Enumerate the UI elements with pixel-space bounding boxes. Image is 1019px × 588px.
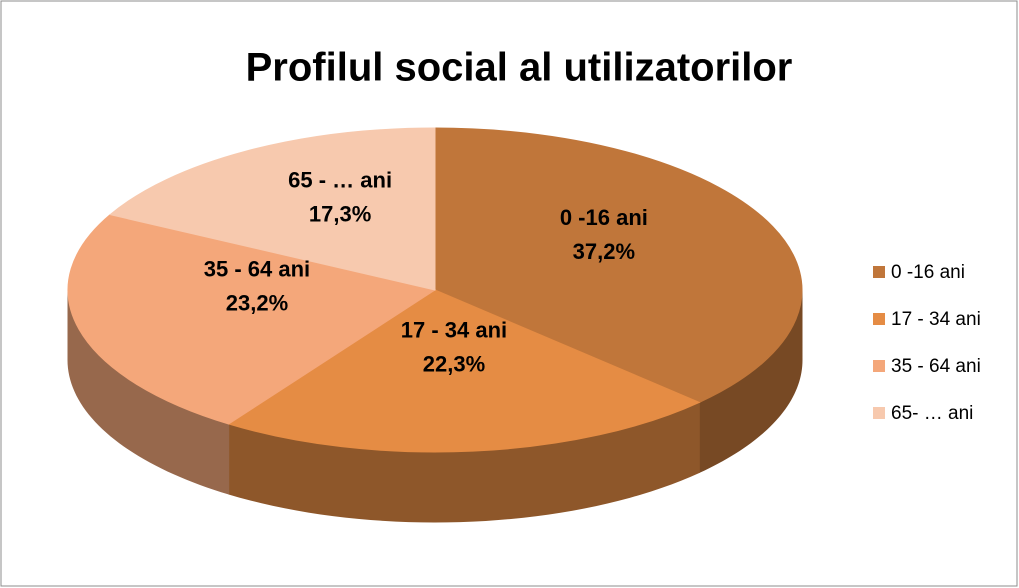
legend-label: 0 -16 ani bbox=[891, 262, 965, 283]
slice bbox=[109, 127, 436, 291]
data-label-value: 37,2% bbox=[573, 239, 635, 264]
legend-swatch bbox=[873, 360, 885, 372]
data-label-name: 17 - 34 ani bbox=[401, 317, 507, 342]
slice bbox=[434, 127, 803, 403]
legend-label: 35 - 64 ani bbox=[891, 356, 981, 377]
legend-swatch bbox=[873, 407, 885, 419]
data-label-value: 22,3% bbox=[423, 351, 485, 376]
legend-swatch bbox=[873, 266, 885, 278]
chart-title: Profilul social al utilizatorilor bbox=[246, 46, 793, 90]
data-label-name: 65 - … ani bbox=[288, 167, 392, 192]
slice bbox=[227, 289, 701, 453]
legend-label: 17 - 34 ani bbox=[891, 309, 981, 330]
data-label-name: 0 -16 ani bbox=[560, 205, 648, 230]
data-label-name: 35 - 64 ani bbox=[204, 256, 310, 281]
legend-label: 65- … ani bbox=[891, 403, 973, 424]
legend-swatch bbox=[873, 313, 885, 325]
slice bbox=[67, 214, 437, 425]
data-label-value: 17,3% bbox=[309, 201, 371, 226]
data-label-value: 23,2% bbox=[226, 290, 288, 315]
